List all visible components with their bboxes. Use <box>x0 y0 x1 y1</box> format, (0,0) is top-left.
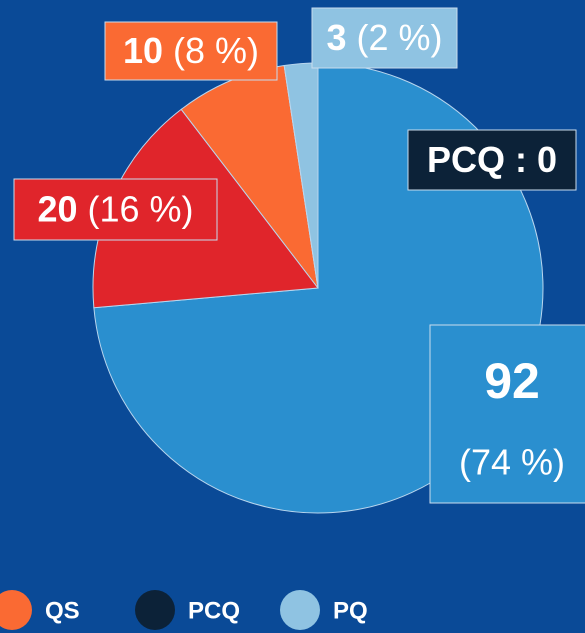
data-label: 3 (2 %) <box>326 17 442 58</box>
data-label-percent: (16 %) <box>88 188 194 229</box>
legend-label: QS <box>45 597 80 624</box>
data-label-box <box>407 129 577 191</box>
pie-slice <box>180 64 319 289</box>
data-label: PCQ : 0 <box>427 139 557 180</box>
data-label: 92 <box>484 353 540 409</box>
data-label-value: 3 <box>326 17 346 58</box>
legend-label: PQ <box>333 597 368 624</box>
data-label-value: 20 <box>37 188 77 229</box>
data-label-box <box>311 7 458 69</box>
data-label-box <box>104 21 278 81</box>
data-label-percent: (2 %) <box>357 17 443 58</box>
data-label: 20 (16 %) <box>37 188 193 229</box>
data-label-value: PCQ : 0 <box>427 139 557 180</box>
data-label-box <box>429 324 585 504</box>
data-label-percent: (74 %) <box>459 442 565 483</box>
legend-marker <box>0 590 32 630</box>
data-label-value: 10 <box>123 30 163 71</box>
legend-marker <box>135 590 175 630</box>
legend-marker <box>280 590 320 630</box>
data-label: 10 (8 %) <box>123 30 259 71</box>
legend-label: PCQ <box>188 597 240 624</box>
data-label-box <box>13 178 218 241</box>
data-label-percent: (8 %) <box>173 30 259 71</box>
